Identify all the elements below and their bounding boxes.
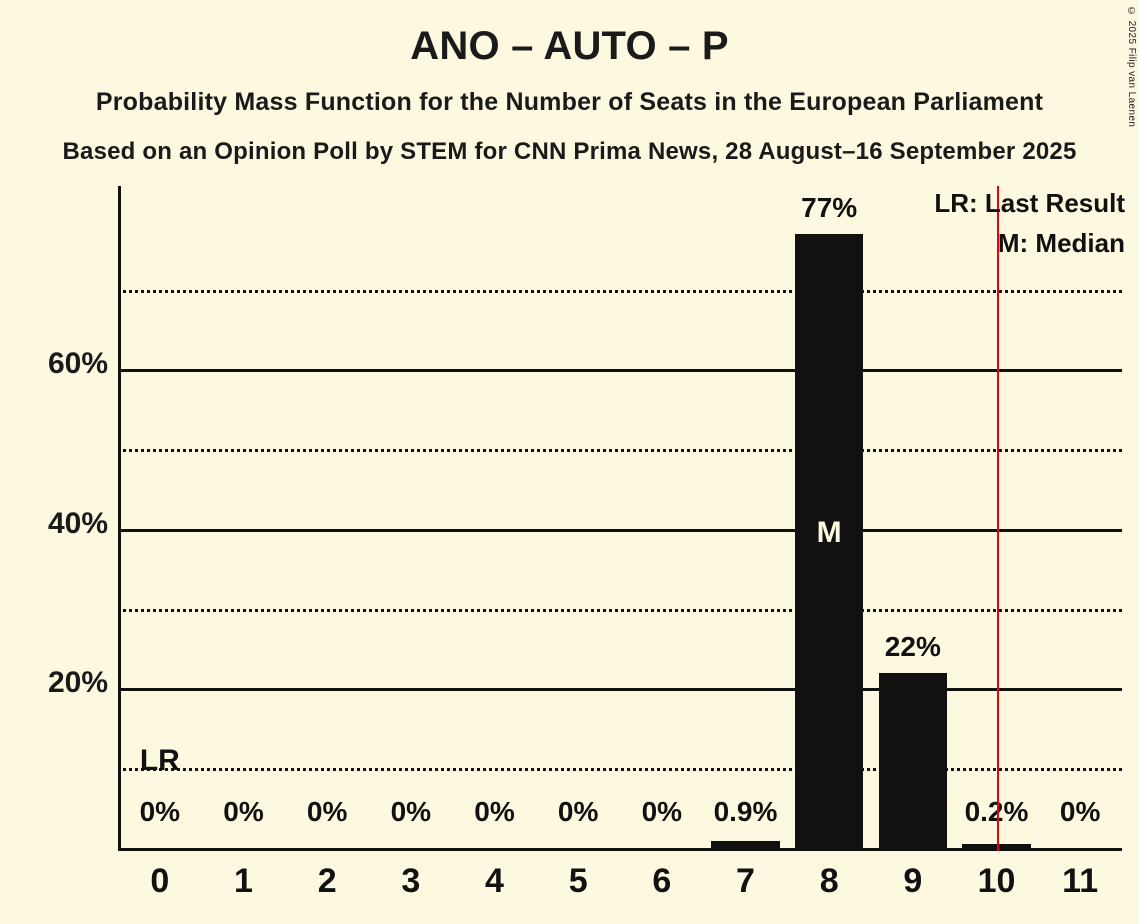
chart-source-note: Based on an Opinion Poll by STEM for CNN… <box>62 138 1077 165</box>
x-tick-label-9: 9 <box>903 862 923 900</box>
bar-value-label: 0% <box>641 796 683 827</box>
bar <box>711 840 780 848</box>
legend: LR: Last Result M: Median <box>934 183 1125 263</box>
x-axis-line <box>118 848 1122 851</box>
bar-value-label: 0% <box>557 796 599 827</box>
x-tick-label-3: 3 <box>401 862 421 900</box>
chart-title: ANO – AUTO – P <box>410 24 729 68</box>
x-tick-label-7: 7 <box>736 862 755 900</box>
x-tick-label-8: 8 <box>819 862 839 900</box>
gridline-major-40 <box>118 528 1122 532</box>
gridline-major-20 <box>118 688 1122 692</box>
x-tick-label-11: 11 <box>1062 862 1099 900</box>
x-axis-tick-labels: 0 1 2 3 4 5 6 7 8 9 10 11 <box>118 862 1122 912</box>
last-result-line <box>996 186 999 851</box>
chart-subtitle: Probability Mass Function for the Number… <box>95 88 1044 116</box>
bar-value-label: 0% <box>1059 796 1101 827</box>
x-tick-label-5: 5 <box>568 862 588 900</box>
bar-value-label: 77% <box>801 191 858 223</box>
bar <box>794 233 864 848</box>
gridline-minor-10 <box>118 768 1122 772</box>
gridline-minor-70 <box>118 289 1122 293</box>
bar-value-label: 0.9% <box>713 796 778 827</box>
copyright-notice: © 2025 Filip van Laenen <box>1126 6 1137 128</box>
last-result-marker: LR <box>139 744 180 778</box>
bar-value-label: 0% <box>223 796 264 827</box>
bar <box>962 844 1031 848</box>
median-marker: M <box>816 516 842 550</box>
gridline-minor-30 <box>118 608 1122 612</box>
x-tick-label-4: 4 <box>485 862 504 900</box>
gridline-major-60 <box>118 369 1122 373</box>
bar <box>878 672 948 848</box>
x-tick-label-10: 10 <box>977 862 1016 900</box>
bar-value-label: 0% <box>306 796 348 827</box>
x-tick-label-6: 6 <box>652 862 672 900</box>
y-tick-label-40%: 40% <box>47 506 108 540</box>
bar-value-label: 22% <box>884 630 941 662</box>
bar-value-label: 0% <box>474 796 515 827</box>
y-tick-label-20%: 20% <box>47 666 108 700</box>
y-tick-label-60%: 60% <box>47 347 108 381</box>
bar-value-label: 0% <box>390 796 432 827</box>
x-tick-label-1: 1 <box>234 862 253 900</box>
y-axis-line <box>118 186 121 851</box>
legend-item-last-result: LR: Last Result <box>934 188 1125 218</box>
x-tick-label-0: 0 <box>150 862 170 900</box>
x-tick-label-2: 2 <box>317 862 337 900</box>
gridline-minor-50 <box>118 449 1122 453</box>
bar-value-label: 0% <box>139 796 181 827</box>
legend-item-median: M: Median <box>997 228 1125 258</box>
plot-area: 20% 40% 60% 0% 0% 0% 0% 0% 0% 0% 0.9% 77% M 22% 0.2% 0… <box>48 186 1122 851</box>
bar-value-label: 0.2% <box>945 796 1049 828</box>
